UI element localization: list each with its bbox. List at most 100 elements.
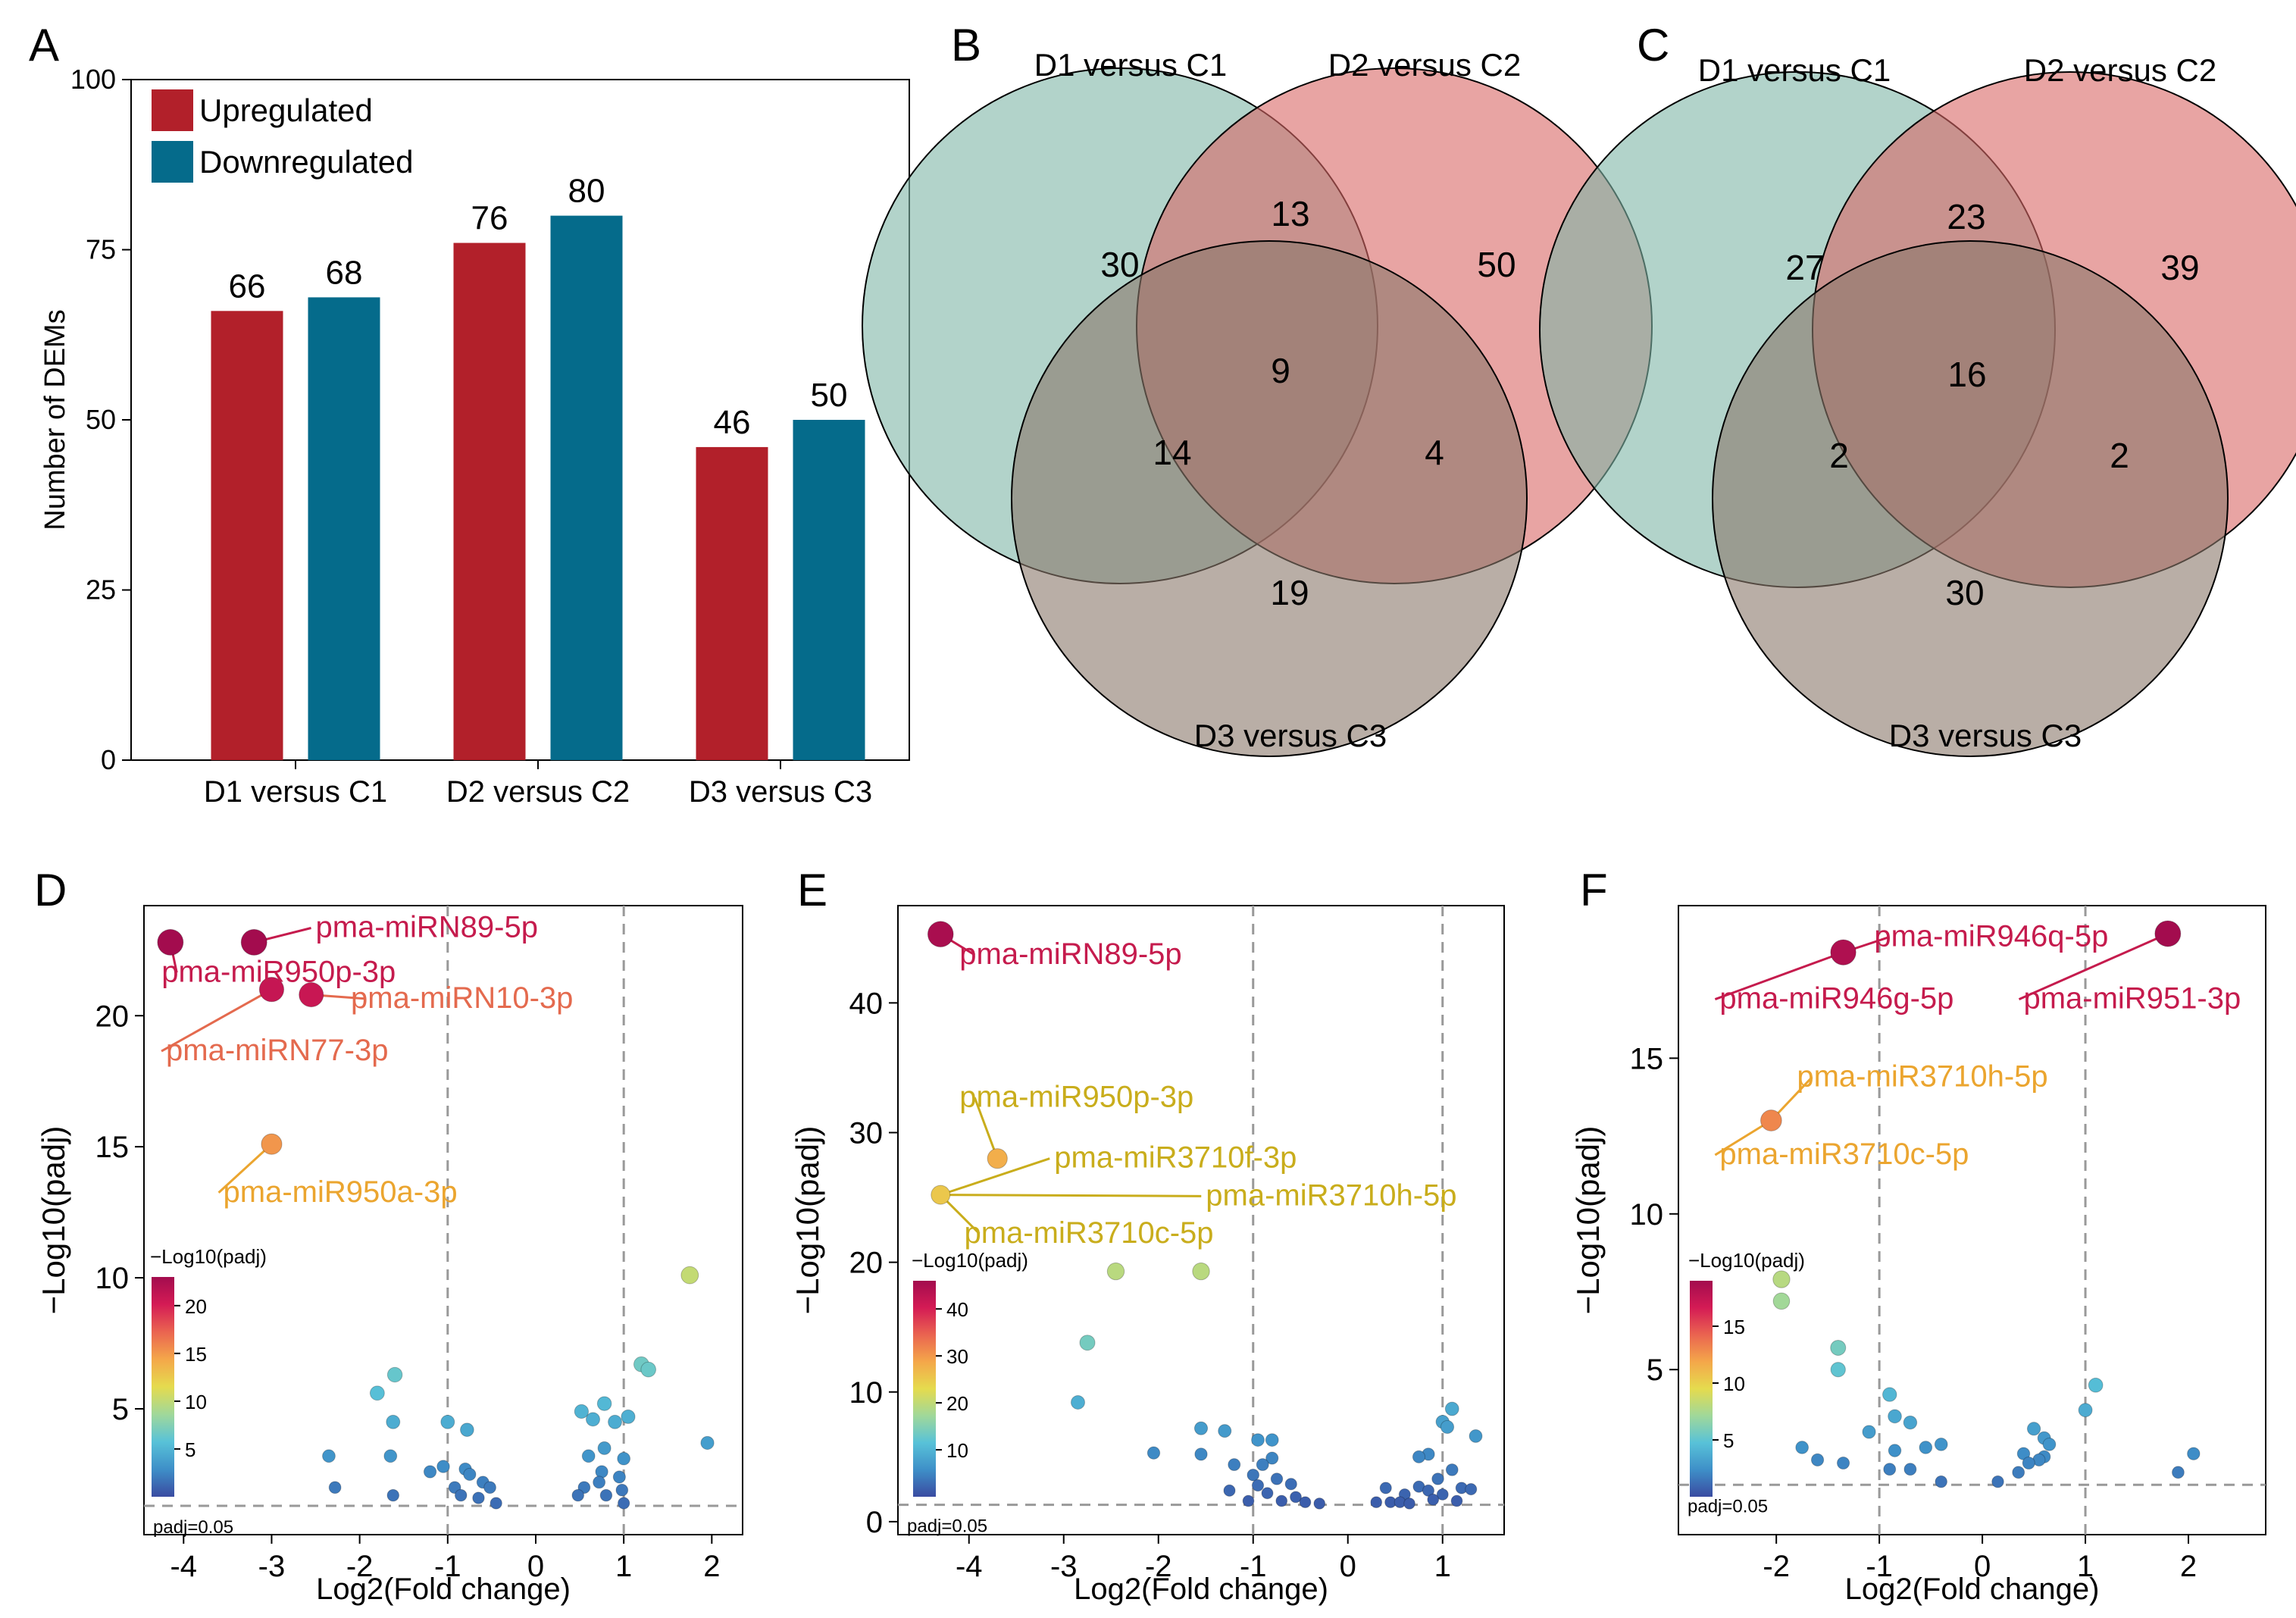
x-tick-label: -2 — [1145, 1550, 1172, 1583]
venn-region-count: 9 — [1271, 351, 1290, 390]
annotation-connector — [940, 1157, 1050, 1197]
data-point — [1427, 1493, 1440, 1506]
data-point — [1422, 1484, 1435, 1497]
venn-region-count: 19 — [1270, 573, 1309, 612]
bar-downregulated — [308, 297, 380, 760]
data-point — [2022, 1456, 2035, 1470]
x-axis-label: Log2(Fold change) — [1845, 1573, 2100, 1606]
data-point — [460, 1422, 474, 1437]
padj-threshold-label: padj=0.05 — [153, 1517, 233, 1538]
data-point — [1251, 1479, 1265, 1492]
colorbar-title: −Log10(padj) — [912, 1249, 1028, 1272]
annotation-label: pma-miRN89-5p — [316, 911, 538, 944]
padj-threshold-label: padj=0.05 — [1688, 1496, 1768, 1516]
venn-region-count: 14 — [1153, 433, 1191, 472]
colorbar-title: −Log10(padj) — [150, 1245, 267, 1268]
data-point — [2078, 1403, 2093, 1418]
data-point — [1370, 1496, 1383, 1509]
bar-downregulated — [550, 215, 623, 761]
bar-value-label: 50 — [811, 377, 848, 414]
venn-set-label: D2 versus C2 — [2024, 52, 2216, 88]
colorbar-tick-label: 40 — [946, 1298, 968, 1321]
data-point — [1830, 1339, 1847, 1356]
data-point — [1251, 1433, 1265, 1447]
y-tick-label: 20 — [849, 1247, 884, 1280]
plot-frame — [1678, 905, 2266, 1535]
data-point — [322, 1449, 336, 1463]
data-point — [2154, 920, 2182, 947]
data-point — [2088, 1377, 2104, 1393]
data-point — [1934, 1437, 1948, 1451]
colorbar-tick-label: 15 — [1723, 1316, 1745, 1338]
data-point — [700, 1435, 715, 1451]
data-point — [1146, 1446, 1161, 1460]
data-point — [1256, 1458, 1269, 1472]
y-tick-label: 50 — [86, 404, 116, 435]
bar-value-label: 66 — [229, 268, 266, 305]
data-point — [1265, 1433, 1279, 1447]
colorbar-tick-label: 10 — [946, 1439, 968, 1462]
annotation-connector — [1714, 1119, 1772, 1156]
data-point — [1772, 1270, 1791, 1288]
y-tick-label: 15 — [1630, 1042, 1664, 1075]
data-point — [1192, 1262, 1210, 1281]
data-point — [574, 1404, 590, 1419]
data-point — [1935, 1475, 1947, 1488]
y-tick-label: 5 — [112, 1393, 129, 1426]
data-point — [1223, 1484, 1236, 1497]
data-point — [618, 1497, 630, 1510]
data-point — [1810, 1453, 1825, 1466]
data-point — [1079, 1335, 1096, 1351]
x-tick-label: 0 — [1340, 1550, 1356, 1583]
data-point — [615, 1483, 629, 1497]
legend-swatch — [152, 141, 193, 183]
annotation-label: pma-miR950a-3p — [224, 1175, 458, 1209]
data-point — [258, 977, 285, 1003]
panel-letter-d: D — [34, 865, 67, 915]
bar-value-label: 76 — [471, 200, 508, 237]
annotation-connector — [2018, 932, 2169, 1000]
data-point — [621, 1409, 636, 1424]
data-point — [1888, 1409, 1902, 1424]
panel-letter-f: F — [1580, 865, 1608, 915]
data-point — [2172, 1466, 2185, 1479]
y-axis-label: −Log10(padj) — [36, 1126, 71, 1315]
x-axis-label: Log2(Fold change) — [1074, 1573, 1328, 1606]
annotation-label: pma-miR950p-3p — [161, 955, 396, 988]
colorbar-tick-label: 10 — [1723, 1372, 1745, 1395]
colorbar-tick-label: 20 — [185, 1295, 207, 1318]
data-point — [596, 1396, 612, 1411]
annotation-label: pma-miR3710f-3p — [1054, 1141, 1297, 1175]
data-point — [1903, 1463, 1917, 1476]
venn-region-count: 30 — [1100, 245, 1139, 284]
data-point — [931, 1185, 951, 1205]
data-point — [1465, 1483, 1478, 1496]
venn-region-count: 30 — [1945, 573, 1984, 612]
annotation-label: pma-miRN77-3p — [166, 1034, 388, 1067]
data-point — [1431, 1472, 1444, 1485]
data-point — [1299, 1496, 1312, 1509]
data-point — [328, 1481, 342, 1494]
data-point — [1275, 1494, 1288, 1507]
data-point — [1379, 1482, 1392, 1494]
data-point — [436, 1460, 450, 1473]
data-point — [1218, 1424, 1232, 1438]
venn-region-count: 23 — [1947, 197, 1985, 236]
y-tick-label: 10 — [849, 1376, 884, 1410]
data-point — [1412, 1450, 1426, 1463]
data-point — [1444, 1401, 1459, 1416]
venn-set-label: D1 versus C1 — [1034, 47, 1227, 83]
colorbar-tick-label: 5 — [1723, 1429, 1734, 1452]
data-point — [2026, 1422, 2041, 1436]
data-point — [1284, 1478, 1297, 1491]
data-point — [383, 1449, 398, 1463]
colorbar — [1690, 1281, 1713, 1497]
colorbar — [152, 1277, 174, 1497]
colorbar-tick-label: 15 — [185, 1343, 207, 1366]
data-point — [1228, 1458, 1241, 1472]
data-point — [597, 1441, 612, 1455]
annotation-label: pma-miR3710h-5p — [1206, 1178, 1456, 1212]
data-point — [1991, 1475, 2004, 1488]
venn-region-count: 50 — [1477, 245, 1516, 284]
colorbar-tick-label: 30 — [946, 1345, 968, 1368]
